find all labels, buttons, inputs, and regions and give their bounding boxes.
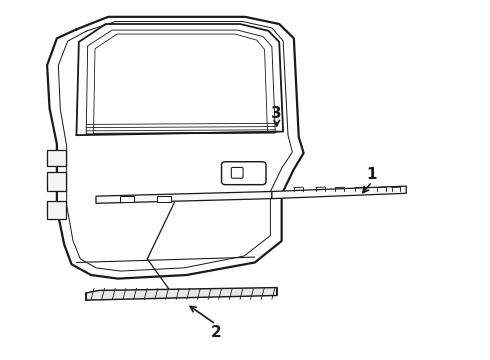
Text: 2: 2 [210, 325, 221, 340]
FancyBboxPatch shape [221, 162, 266, 185]
Polygon shape [272, 186, 406, 199]
Bar [47, 149, 66, 166]
Bar [121, 197, 134, 202]
Polygon shape [86, 288, 277, 300]
Text: 3: 3 [271, 106, 282, 121]
Polygon shape [96, 192, 272, 203]
Bar [47, 172, 66, 191]
Bar [157, 197, 171, 202]
FancyBboxPatch shape [231, 167, 243, 178]
Bar [47, 201, 66, 220]
Text: 1: 1 [367, 167, 377, 182]
